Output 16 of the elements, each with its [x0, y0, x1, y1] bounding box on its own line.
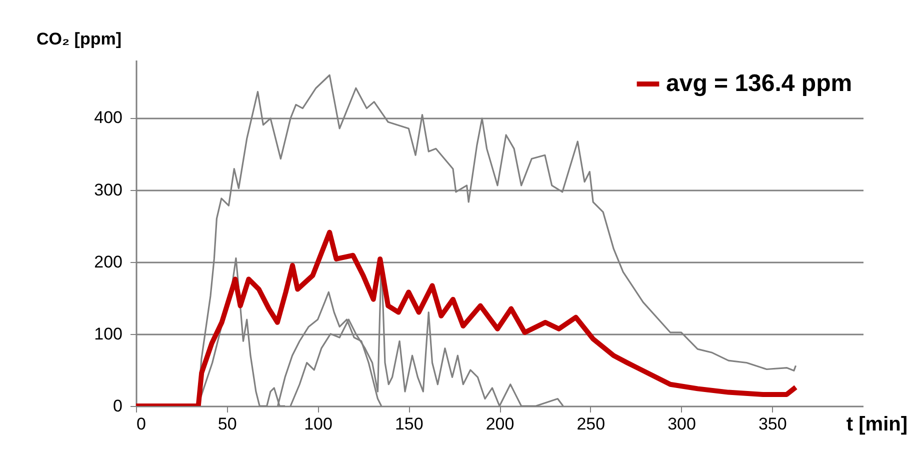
- x-axis-title: t [min]: [846, 414, 908, 436]
- x-tick-label: 300: [668, 414, 696, 434]
- y-tick-label: 0: [113, 396, 122, 416]
- y-tick-label: 300: [94, 180, 122, 200]
- x-tick-label: 100: [304, 414, 332, 434]
- y-tick-label: 100: [94, 324, 122, 344]
- x-tick-label: 150: [394, 414, 424, 434]
- x-tick-label: 250: [576, 414, 606, 434]
- y-tick-label: 400: [94, 108, 122, 128]
- legend-label: avg = 136.4 ppm: [666, 70, 852, 97]
- x-tick-label: 200: [486, 414, 514, 434]
- x-tick-label: 0: [136, 414, 146, 434]
- y-axis-title: CO₂ [ppm]: [36, 30, 122, 48]
- x-tick-label: 350: [758, 414, 787, 434]
- x-tick-label: 50: [218, 414, 237, 434]
- y-tick-label: 200: [94, 252, 122, 272]
